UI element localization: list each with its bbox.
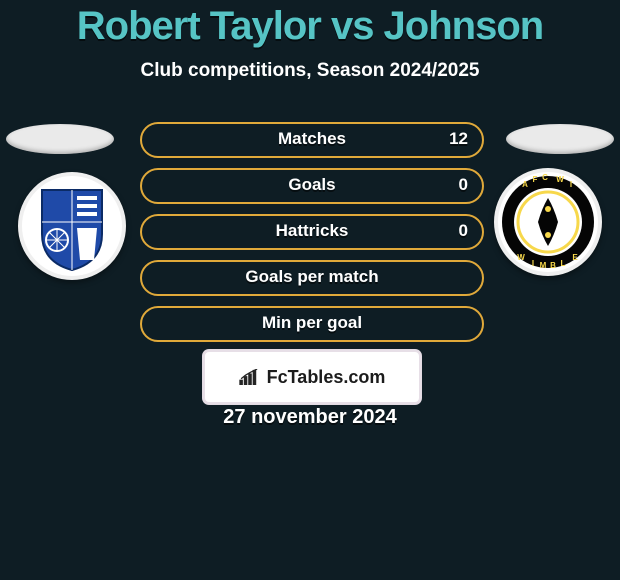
stat-label: Goals per match <box>142 267 482 287</box>
stat-label: Matches <box>142 129 482 149</box>
stat-label: Min per goal <box>142 313 482 333</box>
svg-text:L: L <box>561 259 566 268</box>
club-crest-right: AFC WI WIM BLE <box>494 168 602 276</box>
svg-text:W: W <box>517 253 525 262</box>
svg-text:I: I <box>532 259 534 268</box>
stat-row-hattricks: Hattricks 0 <box>140 214 484 250</box>
brand-box[interactable]: FcTables.com <box>203 350 421 404</box>
stat-value: 0 <box>459 175 468 195</box>
page-title: Robert Taylor vs Johnson <box>0 0 620 49</box>
player-oval-right <box>506 124 614 154</box>
snapshot-date: 27 november 2024 <box>0 406 620 429</box>
svg-text:M: M <box>540 261 547 270</box>
stat-value: 12 <box>449 129 468 149</box>
brand-text: FcTables.com <box>267 367 386 388</box>
svg-text:I: I <box>570 180 572 189</box>
svg-text:C: C <box>542 173 548 182</box>
svg-text:A: A <box>522 180 528 189</box>
club-crest-left <box>18 172 126 280</box>
svg-text:F: F <box>533 175 538 184</box>
stat-row-min-per-goal: Min per goal <box>140 306 484 342</box>
page-subtitle: Club competitions, Season 2024/2025 <box>0 60 620 82</box>
bars-icon <box>239 369 261 385</box>
svg-text:E: E <box>572 253 578 262</box>
stat-row-matches: Matches 12 <box>140 122 484 158</box>
stat-label: Hattricks <box>142 221 482 241</box>
stat-label: Goals <box>142 175 482 195</box>
stat-value: 0 <box>459 221 468 241</box>
stat-row-goals-per-match: Goals per match <box>140 260 484 296</box>
player-oval-left <box>6 124 114 154</box>
stat-row-goals: Goals 0 <box>140 168 484 204</box>
svg-text:B: B <box>550 261 556 270</box>
svg-text:W: W <box>556 175 564 184</box>
